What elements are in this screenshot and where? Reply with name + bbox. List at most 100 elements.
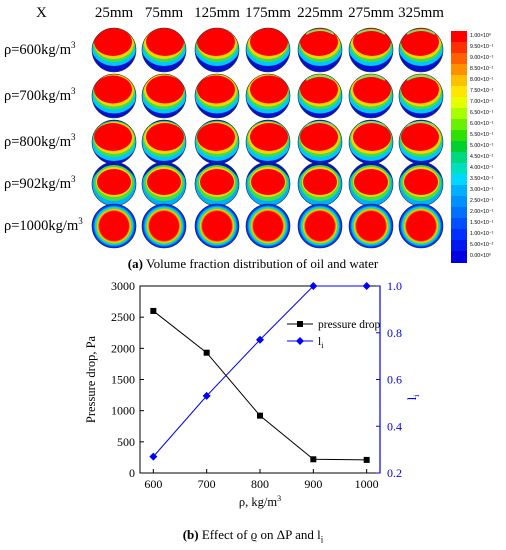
colorbar-swatch [451,141,467,153]
contour-cell [398,73,444,119]
contour-cell [91,73,137,119]
density-label: ρ=1000kg/m3 [4,216,83,234]
y2-tick-label: 0.2 [387,466,402,480]
contour-cell [348,203,394,249]
contour-cell [194,73,240,119]
colorbar-swatch [451,207,467,219]
density-label: ρ=600kg/m3 [4,40,76,58]
contour-cell [348,27,394,73]
contour-cell [91,203,137,249]
contour-cell [398,203,444,249]
contour-cell [91,161,137,207]
contour-cell [297,119,343,165]
contour-cell [245,119,291,165]
position-header: 175mm [245,5,291,21]
y2-tick-label: 0.4 [387,419,402,433]
data-point [202,391,211,400]
colorbar-label: 9.50×10⁻¹ [470,44,494,50]
legend-label: li [318,336,324,350]
position-header: 125mm [194,5,240,21]
colorbar-swatch [451,53,467,65]
contour-cell [194,119,240,165]
x-tick-label: 1000 [355,477,379,491]
plot-frame [139,285,381,474]
contour-cell [297,203,343,249]
data-point [362,282,371,290]
position-header: 275mm [348,5,394,21]
colorbar-label: 2.00×10⁻¹ [470,209,494,215]
colorbar-swatch [451,108,467,120]
series-line [152,285,367,457]
position-header: 325mm [398,5,444,21]
contour-cell [245,27,291,73]
x-tick-label: 800 [251,477,269,491]
data-point [363,456,370,463]
density-label: ρ=700kg/m3 [4,86,76,104]
colorbar-swatch [451,119,467,131]
contour-cell [297,161,343,207]
contour-cell [398,161,444,207]
data-point [256,335,264,344]
x-position-label: X [36,5,47,21]
colorbar-swatch [451,31,467,43]
colorbar-label: 8.50×10⁻¹ [470,66,494,72]
contour-cell [348,73,394,119]
colorbar-swatch [451,174,467,186]
colorbar-swatch [451,86,467,98]
colorbar-label: 2.50×10⁻¹ [470,198,494,204]
y2-tick-label: 0.8 [387,326,402,340]
caption-b: (b) Effect of ϱ on ΔP and li [182,527,324,545]
series-pressure-drop [150,307,370,463]
colorbar-label: 4.50×10⁻¹ [470,154,494,160]
colorbar-label: 6.00×10⁻¹ [470,121,494,127]
legend-label: pressure drop [318,319,381,331]
y-tick-label: 500 [117,435,135,449]
colorbar-swatch [451,42,467,54]
colorbar-swatch [451,240,467,252]
y2-tick-label: 1.0 [387,280,402,293]
contour-cell [141,203,187,249]
colorbar-label: 1.50×10⁻¹ [470,220,494,226]
colorbar-swatch [451,97,467,109]
data-point [150,307,157,314]
y-tick-label: 0 [129,466,135,480]
colorbar-label: 5.00×10⁻² [470,242,494,248]
y-tick-label: 1000 [111,404,135,418]
colorbar-label: 9.00×10⁻¹ [470,55,494,61]
colorbar-swatch [451,185,467,197]
contour-cell [141,73,187,119]
contour-cell [348,119,394,165]
x-tick-label: 900 [304,477,322,491]
colorbar-label: 5.50×10⁻¹ [470,132,494,138]
y-axis-label: Pressure drop, Pa [84,335,98,423]
density-label: ρ=902kg/m3 [4,174,76,192]
position-header: 75mm [144,5,184,21]
contour-cell [398,119,444,165]
contour-cell [194,27,240,73]
colorbar-swatch [451,218,467,230]
contour-cell [194,161,240,207]
data-point [309,282,318,290]
colorbar-swatch [451,251,467,263]
y-tick-label: 2000 [111,341,135,355]
colorbar-label: 4.00×10⁻¹ [470,165,494,171]
colorbar-label: 7.50×10⁻¹ [470,88,494,94]
series-li [149,282,371,461]
colorbar-swatch [451,130,467,142]
series-line [153,310,367,461]
colorbar-swatch [451,196,467,208]
colorbar-swatch [451,152,467,164]
contour-cell [91,119,137,165]
colorbar-label: 1.00×10⁰ [470,33,491,39]
contour-cell [91,27,137,73]
y-tick-label: 2500 [111,310,135,324]
colorbar-swatch [451,229,467,241]
contour-cell [297,73,343,119]
caption-a: (a) Volume fraction distribution of oil … [127,256,379,271]
colorbar-swatch [451,163,467,175]
colorbar-label: 7.00×10⁻¹ [470,99,494,105]
data-point [149,452,158,461]
y2-axis-label: li [404,394,421,401]
contour-cell [398,27,444,73]
colorbar-swatch [451,64,467,76]
